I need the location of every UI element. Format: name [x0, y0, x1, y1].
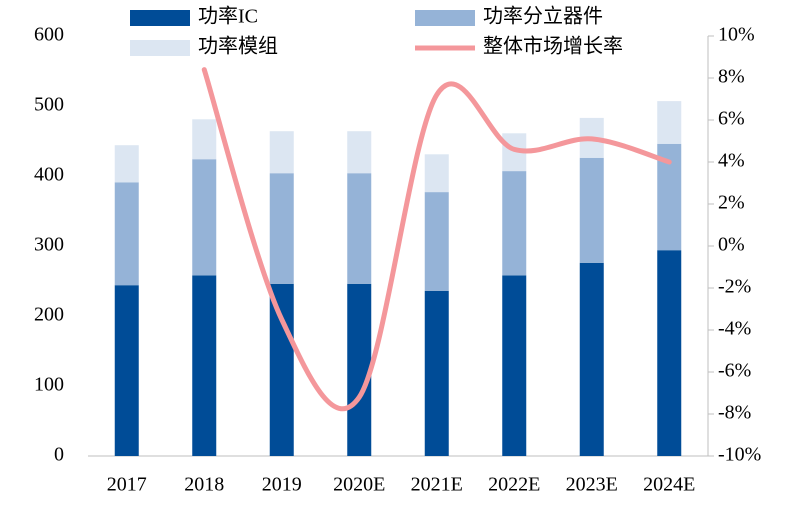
legend-label: 功率IC	[198, 5, 258, 28]
legend-swatch	[130, 40, 190, 56]
legend-swatch	[130, 10, 190, 26]
legend-swatch	[415, 10, 475, 26]
bar	[657, 101, 682, 144]
legend-label: 整体市场增长率	[483, 35, 623, 58]
y2-tick-label: -8%	[718, 402, 751, 424]
bar	[269, 131, 294, 174]
x-tick-label: 2021E	[411, 474, 463, 496]
bar	[579, 262, 604, 456]
y-tick-label: 200	[34, 304, 64, 326]
bar	[657, 250, 682, 456]
bar	[114, 182, 139, 286]
line	[201, 67, 672, 412]
bar	[502, 275, 527, 456]
y2-tick-label: 2%	[718, 192, 745, 214]
bar	[347, 131, 372, 174]
y2-tick-label: 4%	[718, 150, 745, 172]
x-tick-label: 2024E	[643, 474, 695, 496]
y-tick-label: 400	[34, 164, 64, 186]
bar	[269, 173, 294, 284]
x-tick-label: 2020E	[333, 474, 385, 496]
bar	[347, 283, 372, 456]
y2-tick-label: 10%	[718, 24, 755, 46]
bar	[192, 119, 217, 160]
x-tick-label: 2022E	[488, 474, 540, 496]
x-tick-label: 2023E	[566, 474, 618, 496]
y-tick-label: 600	[34, 24, 64, 46]
y-tick-label: 300	[34, 234, 64, 256]
y2-tick-label: 0%	[718, 234, 745, 256]
bar	[347, 173, 372, 284]
y-tick-label: 100	[34, 374, 64, 396]
y2-tick-label: -10%	[718, 444, 761, 466]
bar	[424, 290, 449, 456]
y2-tick-label: -2%	[718, 276, 751, 298]
x-tick-label: 2017	[107, 474, 147, 496]
bar	[424, 192, 449, 291]
y2-tick-label: -6%	[718, 360, 751, 382]
bar	[192, 275, 217, 456]
x-tick-label: 2018	[184, 474, 224, 496]
bar	[114, 145, 139, 183]
y2-tick-label: 6%	[718, 108, 745, 130]
bar	[114, 285, 139, 456]
bar	[269, 283, 294, 456]
legend-label: 功率分立器件	[483, 5, 603, 28]
bar	[192, 159, 217, 276]
bar	[579, 157, 604, 263]
legend-label: 功率模组	[198, 35, 278, 58]
bar	[502, 171, 527, 276]
y2-tick-label: -4%	[718, 318, 751, 340]
y2-tick-label: 8%	[718, 66, 745, 88]
y-tick-label: 500	[34, 94, 64, 116]
y-tick-label: 0	[54, 444, 64, 466]
bar	[424, 154, 449, 193]
x-tick-label: 2019	[262, 474, 302, 496]
